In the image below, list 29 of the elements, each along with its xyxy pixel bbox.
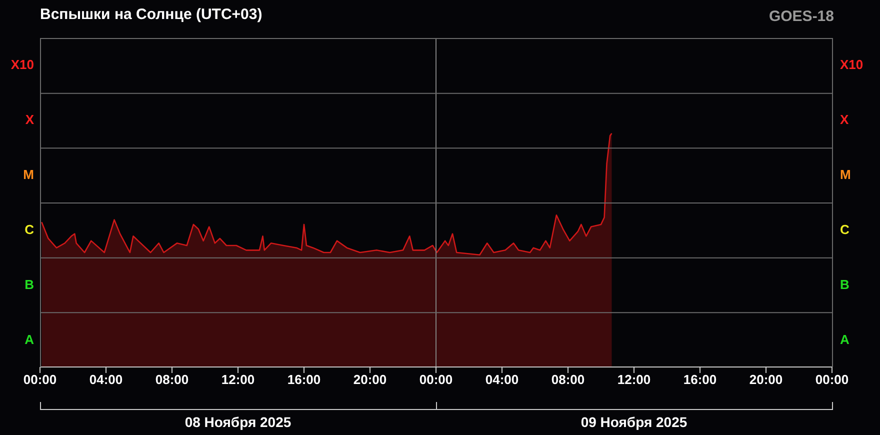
x-tick-label: 00:00 bbox=[419, 372, 453, 388]
text: 08 Ноября 2025 bbox=[184, 414, 292, 430]
text: 09 Ноября 2025 bbox=[580, 414, 688, 430]
text: B bbox=[840, 276, 850, 293]
x-tick-label: 16:00 bbox=[683, 372, 717, 388]
text: X10 bbox=[840, 57, 864, 74]
text: B bbox=[24, 276, 34, 293]
x-tick-label: 08:00 bbox=[155, 372, 189, 388]
x-tick-label: 04:00 bbox=[485, 372, 519, 388]
x-tick-label: 12:00 bbox=[221, 372, 255, 388]
x-tick-label: 00:00 bbox=[815, 372, 849, 388]
chart-subtitle: GOES-18 bbox=[768, 8, 834, 25]
text: X bbox=[24, 112, 34, 128]
x-tick-label: 20:00 bbox=[353, 372, 387, 388]
text: A bbox=[840, 332, 850, 348]
x-tick-label: 00:00 bbox=[23, 372, 57, 388]
text: C bbox=[24, 222, 34, 238]
text: M bbox=[22, 167, 34, 184]
text: X bbox=[840, 112, 849, 128]
x-tick-label: 12:00 bbox=[617, 372, 651, 388]
chart-title: Вспышки на Солнце (UTC+03) bbox=[40, 6, 262, 23]
x-tick-label: 20:00 bbox=[749, 372, 783, 388]
text: A bbox=[24, 332, 34, 348]
text: X10 bbox=[10, 57, 34, 74]
text: M bbox=[840, 167, 851, 184]
x-tick-label: 16:00 bbox=[287, 372, 321, 388]
x-tick-label: 08:00 bbox=[551, 372, 585, 388]
text: C bbox=[840, 222, 850, 238]
x-tick-label: 04:00 bbox=[89, 372, 123, 388]
